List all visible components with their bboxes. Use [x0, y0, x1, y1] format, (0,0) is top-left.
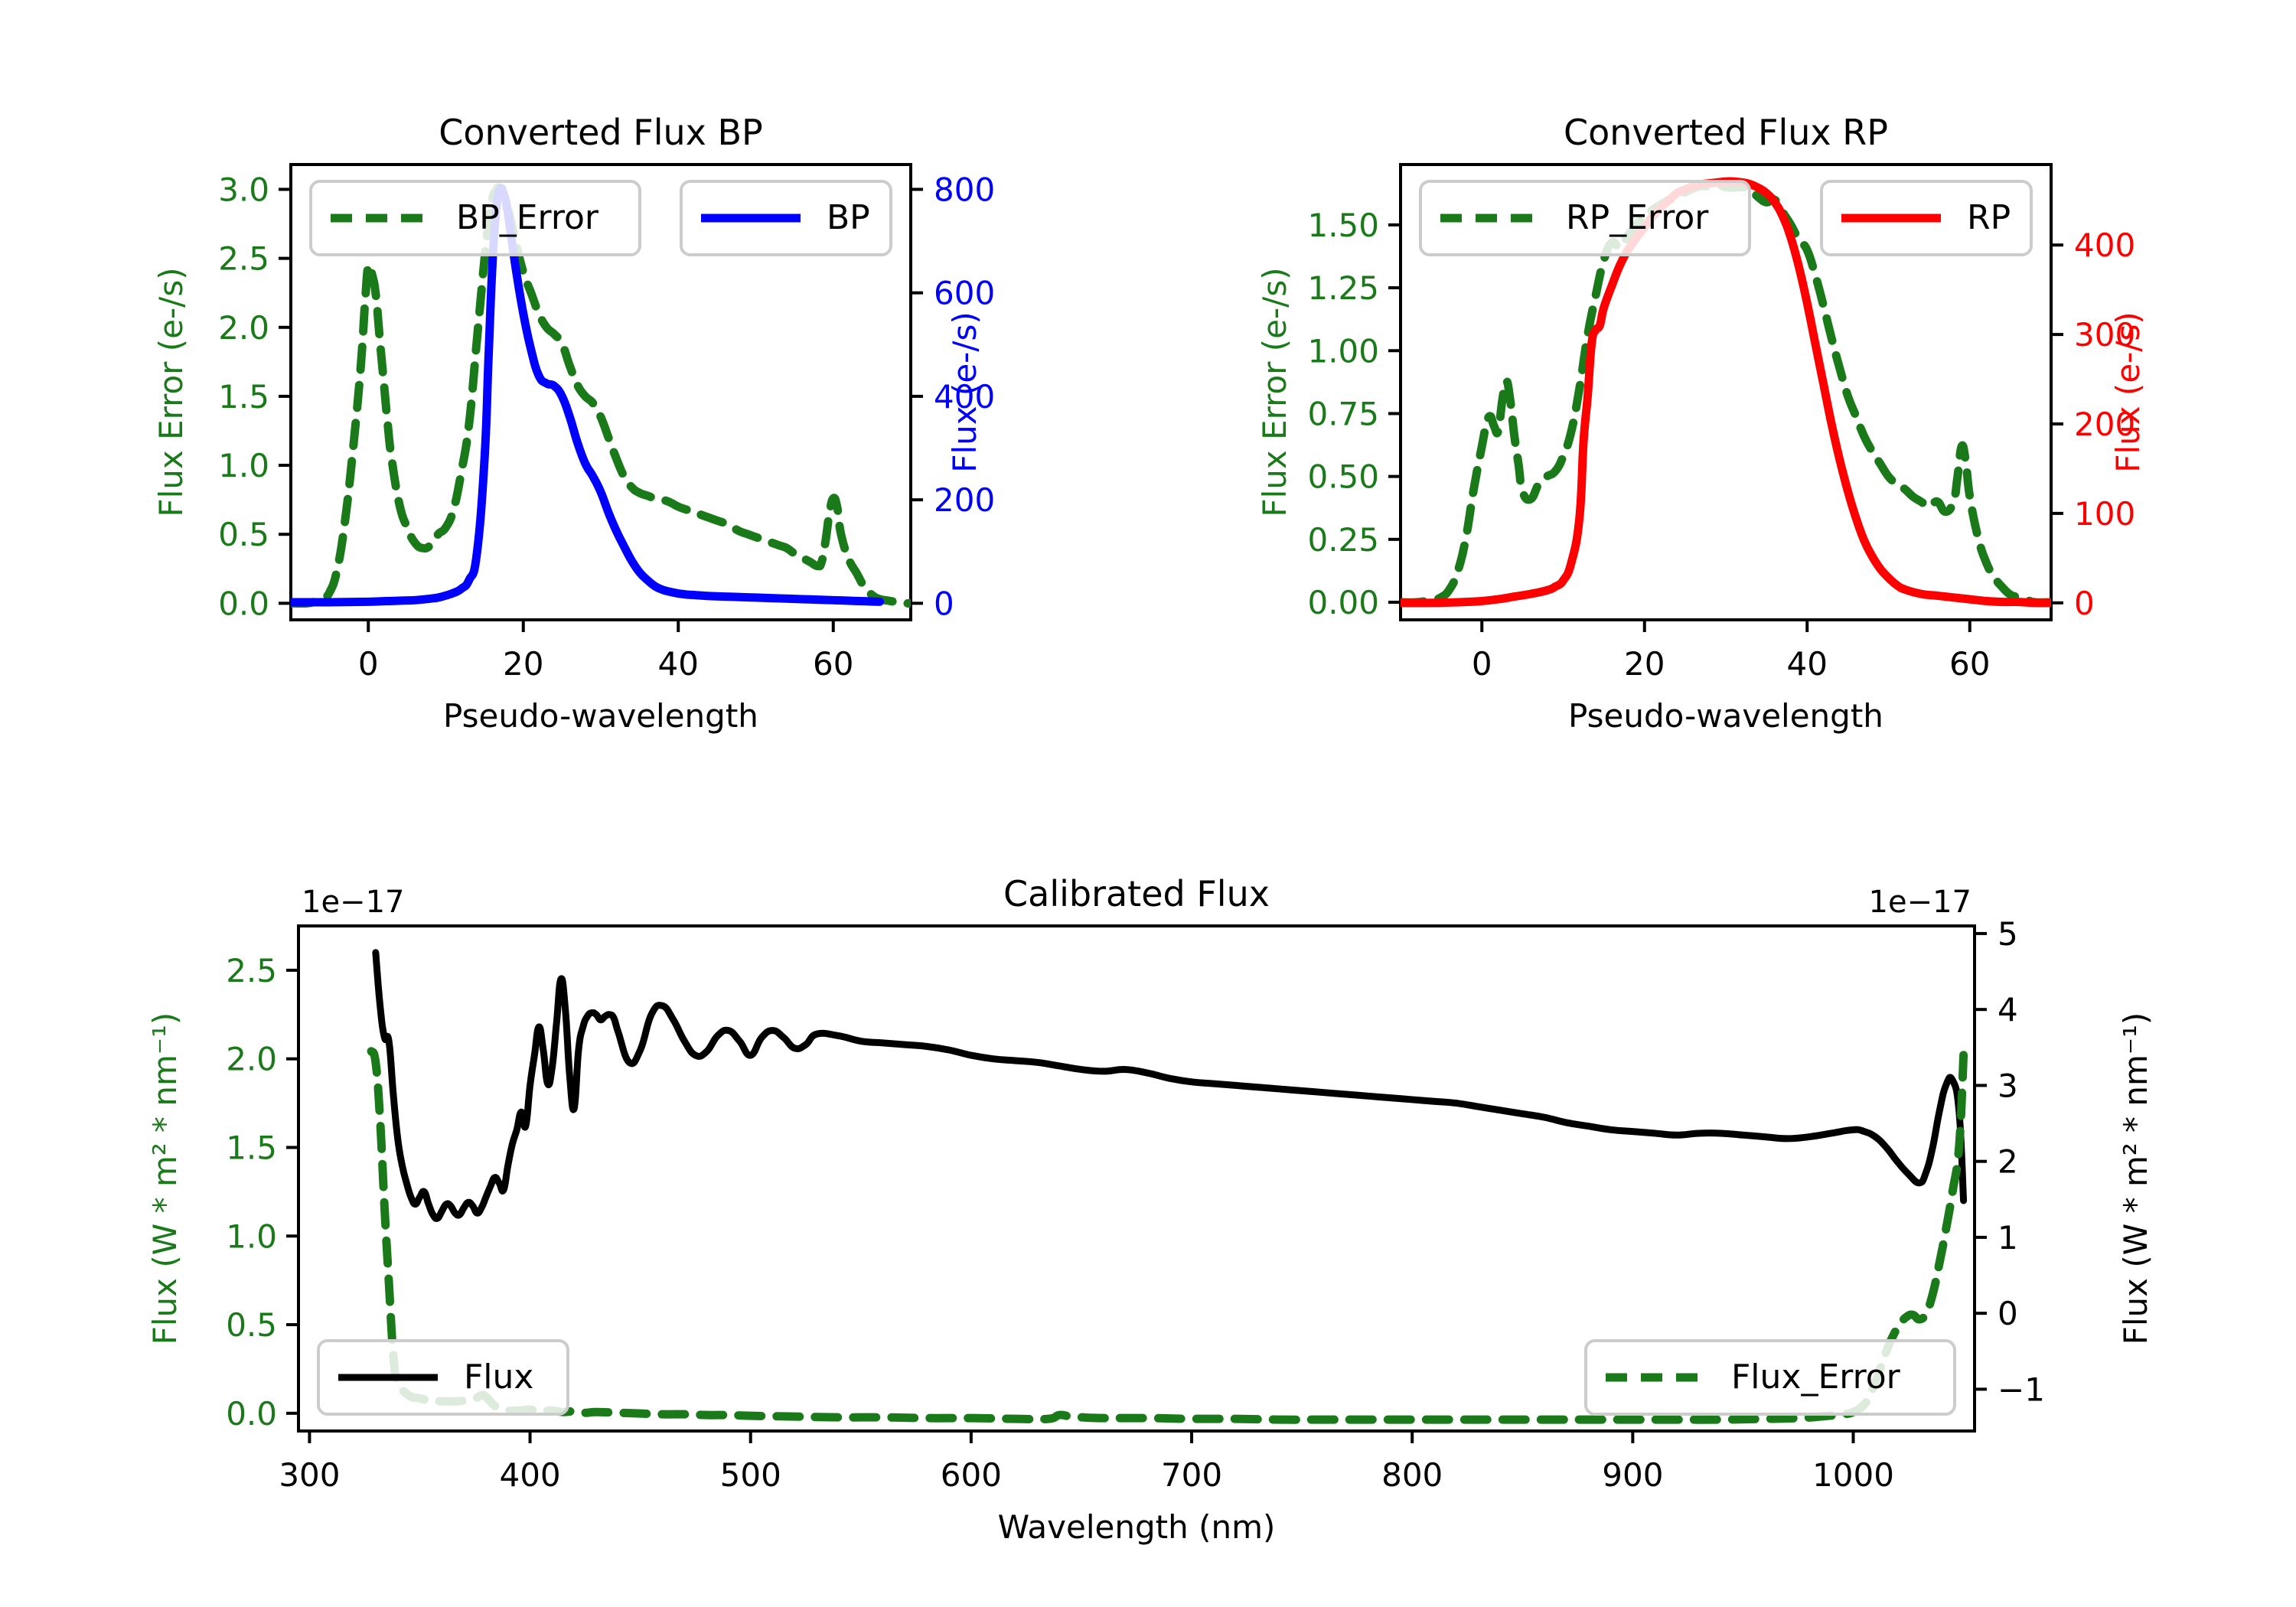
legend-label: Flux: [464, 1358, 533, 1397]
x-tick-label: 0: [358, 645, 379, 683]
calibrated_flux-svg: Calibrated Flux 300 400 500 600 700 800 900 1000…: [146, 873, 2154, 1546]
converted_flux_bp-title: Converted Flux BP: [439, 112, 763, 153]
legend-rp-error[interactable]: RP_Error: [1419, 180, 1751, 256]
y-tick-label-right: 0: [2074, 585, 2095, 622]
y-tick-label-left: 0.0: [226, 1395, 277, 1433]
x-tick-label: 20: [1624, 645, 1665, 683]
y-tick-label-right: 5: [1998, 915, 2018, 953]
y-tick-label-right: 0: [934, 585, 954, 622]
calibrated_flux-title: Calibrated Flux: [1003, 873, 1270, 914]
y-tick-label-left: 0.5: [226, 1306, 277, 1344]
legend-label: Flux_Error: [1731, 1358, 1901, 1397]
y-tick-label-right: 400: [934, 378, 995, 416]
y-tick-label-left: 1.0: [218, 447, 269, 484]
y-tick-label-right: 1: [1998, 1219, 2018, 1257]
converted_flux_bp-xlabel: Pseudo-wavelength: [443, 697, 758, 735]
panel-calibrated-flux: Calibrated Flux 300 400 500 600 700 800 900 1000…: [0, 804, 2296, 1607]
legend-flux-error[interactable]: Flux_Error: [1584, 1339, 1956, 1416]
converted_flux_rp-left-ylabel: Flux Error (e-/s): [1256, 267, 1293, 517]
converted_flux_rp-plot-frame: [1399, 163, 2053, 621]
y-tick-label-right: 800: [934, 171, 995, 208]
y-tick-label-left: 1.5: [218, 378, 269, 416]
y-tick-label-right: 4: [1998, 991, 2018, 1028]
x-tick-label: 300: [279, 1456, 340, 1494]
legend-label: BP: [827, 198, 870, 237]
y-tick-label-left: 0.5: [218, 516, 269, 553]
calibrated_flux-xlabel: Wavelength (nm): [998, 1508, 1276, 1546]
y-tick-label-left: 0.25: [1307, 521, 1379, 559]
y-tick-label-left: 1.50: [1307, 207, 1379, 244]
y-tick-label-left: 0.00: [1307, 584, 1379, 621]
y-tick-label-left: 2.0: [218, 309, 269, 347]
y-tick-label-right: 200: [934, 481, 995, 519]
series-bp: [291, 184, 884, 607]
converted_flux_bp-right-ylabel: Flux (e-/s): [946, 311, 983, 472]
y-tick-label-right: 3: [1998, 1067, 2018, 1104]
x-tick-label: 40: [1787, 645, 1828, 683]
calibrated_flux-right-ylabel: Flux (W * m² * nm⁻¹): [2117, 1012, 2154, 1345]
converted_flux_rp-title: Converted Flux RP: [1564, 112, 1888, 153]
y-tick-label-right: −1: [1998, 1371, 2045, 1408]
converted_flux_rp-xlabel: Pseudo-wavelength: [1568, 697, 1883, 735]
converted_flux_rp-right-ylabel: Flux (e-/s): [2109, 311, 2147, 472]
calibrated_flux-left-ylabel: Flux (W * m² * nm⁻¹): [146, 1012, 184, 1345]
panel-converted-flux-bp: Converted Flux BP 0 20 40 60 Pseudo-wavelengt…: [0, 0, 1140, 804]
panel-converted-flux-rp: Converted Flux RP 0 20 40 60 Pseudo-wavelengt…: [1140, 0, 2296, 804]
x-tick-label: 0: [1472, 645, 1492, 683]
y-tick-label-right: 400: [2074, 227, 2135, 264]
y-tick-label-right: 300: [2074, 316, 2135, 354]
x-tick-label: 800: [1381, 1456, 1443, 1494]
y-tick-label-right: 200: [2074, 406, 2135, 443]
legend-bp[interactable]: BP: [680, 180, 892, 256]
legend-rp[interactable]: RP: [1820, 180, 2033, 256]
x-tick-label: 20: [503, 645, 543, 683]
y-tick-label-right: 2: [1998, 1143, 2018, 1181]
y-tick-label-left: 0.0: [218, 585, 269, 622]
x-tick-label: 900: [1602, 1456, 1663, 1494]
y-tick-label-left: 0.50: [1307, 458, 1379, 496]
y-tick-label-left: 2.0: [226, 1041, 277, 1078]
x-tick-label: 60: [1949, 645, 1990, 683]
y-tick-label-right: 600: [934, 275, 995, 312]
legend-label: RP_Error: [1566, 198, 1709, 237]
converted_flux_bp-left-ylabel: Flux Error (e-/s): [152, 267, 190, 517]
x-tick-label: 400: [499, 1456, 560, 1494]
y-tick-label-left: 1.00: [1307, 332, 1379, 370]
calibrated_flux-right-offset-text: 1e−17: [1869, 885, 1971, 920]
x-tick-label: 600: [941, 1456, 1002, 1494]
legend-label: RP: [1967, 198, 2011, 237]
converted_flux_rp-svg: Converted Flux RP 0 20 40 60 Pseudo-wavelengt…: [1256, 112, 2147, 735]
x-tick-label: 60: [813, 645, 853, 683]
legend-bp-error[interactable]: BP_Error: [309, 180, 641, 256]
converted_flux_bp-svg: Converted Flux BP 0 20 40 60 Pseudo-wavelengt…: [152, 112, 995, 735]
y-tick-label-right: 100: [2074, 495, 2135, 533]
legend-label: BP_Error: [456, 198, 599, 237]
y-tick-label-left: 3.0: [218, 171, 269, 208]
y-tick-label-left: 0.75: [1307, 395, 1379, 432]
y-tick-label-left: 1.5: [226, 1129, 277, 1166]
calibrated_flux-left-offset-text: 1e−17: [302, 885, 404, 920]
y-tick-label-left: 1.0: [226, 1217, 277, 1255]
x-tick-label: 40: [658, 645, 699, 683]
x-tick-label: 700: [1161, 1456, 1222, 1494]
y-tick-label-left: 2.5: [218, 240, 269, 278]
series-flux: [372, 949, 1968, 1222]
y-tick-label-left: 2.5: [226, 952, 277, 989]
y-tick-label-left: 1.25: [1307, 269, 1379, 307]
calibrated_flux-plot-frame: [297, 924, 1976, 1433]
y-tick-label-right: 0: [1998, 1295, 2018, 1332]
legend-flux[interactable]: Flux: [317, 1339, 569, 1416]
x-tick-label: 500: [720, 1456, 781, 1494]
series-bp-error: [291, 183, 911, 608]
converted_flux_bp-plot-frame: [289, 163, 912, 621]
x-tick-label: 1000: [1812, 1456, 1894, 1494]
